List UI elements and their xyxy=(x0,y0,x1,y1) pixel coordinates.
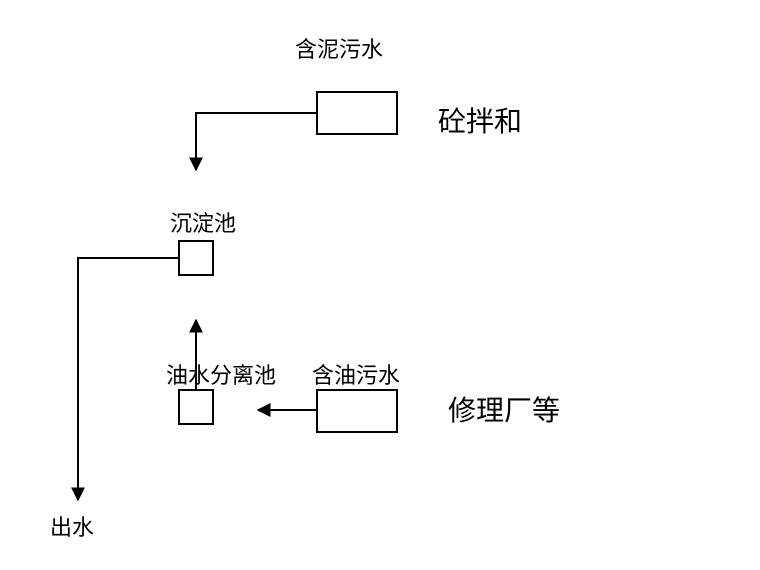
node-mix-box xyxy=(316,91,398,135)
connectors xyxy=(0,0,760,570)
label-repair: 修理厂等 xyxy=(448,389,560,429)
label-oily-water: 含油污水 xyxy=(312,358,400,390)
label-mud-water: 含泥污水 xyxy=(295,32,383,64)
diagram-canvas: 含泥污水 砼拌和 沉淀池 油水分离池 含油污水 修理厂等 出水 xyxy=(0,0,760,570)
edge-mix-to-sed xyxy=(196,113,316,170)
label-outlet: 出水 xyxy=(50,510,94,542)
node-sed-box xyxy=(178,240,214,276)
edge-sed-to-outlet xyxy=(78,258,178,500)
node-repair-box xyxy=(316,389,398,433)
label-mix: 砼拌和 xyxy=(438,100,522,140)
node-oil-box xyxy=(178,389,214,425)
label-oil-sep: 油水分离池 xyxy=(166,358,276,390)
label-sed-tank: 沉淀池 xyxy=(170,206,236,238)
